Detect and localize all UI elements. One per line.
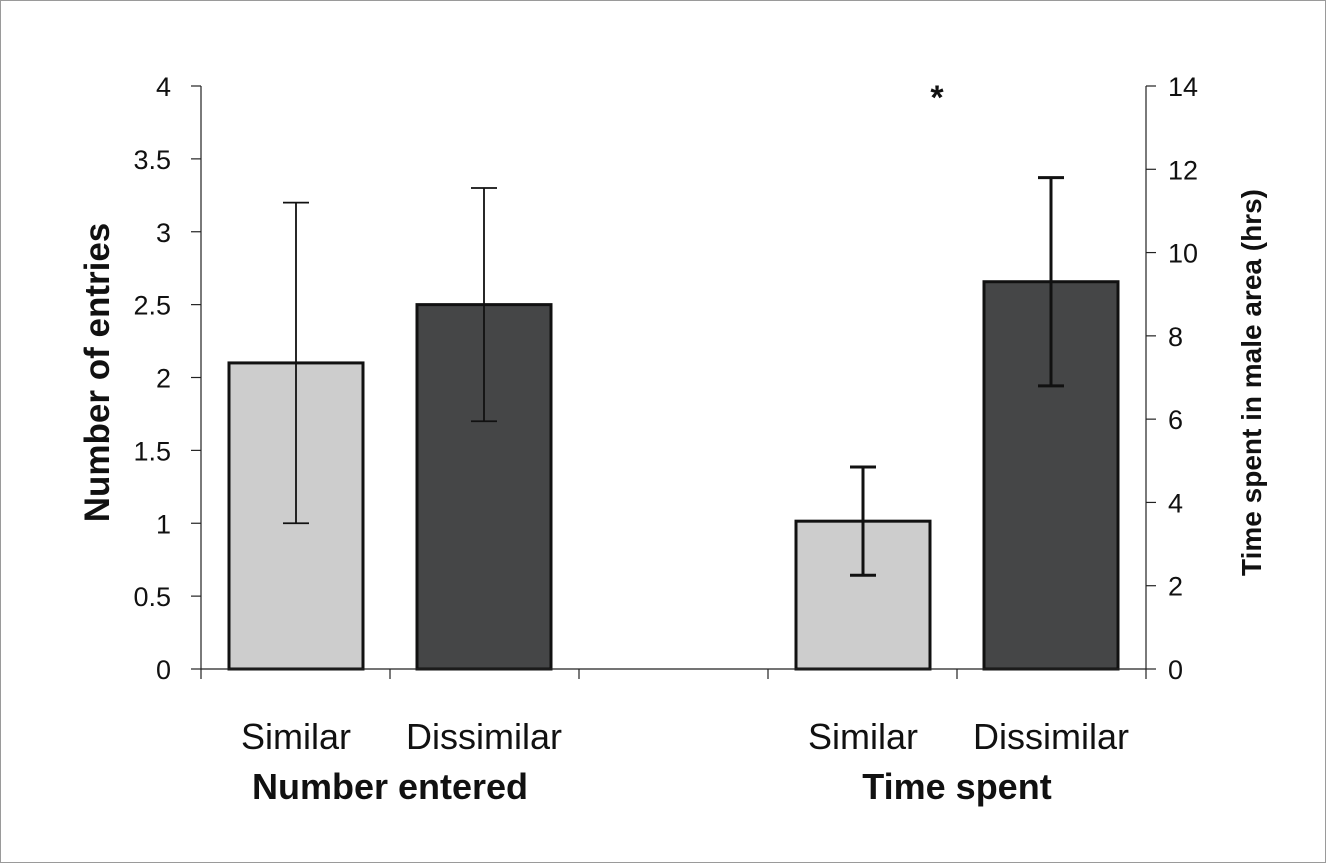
bars-layer	[227, 280, 1120, 671]
axes-layer	[191, 85, 1156, 679]
y-right-tick-label: 8	[1168, 322, 1183, 352]
y-right-tick-label: 14	[1168, 72, 1198, 102]
y-left-tick-label: 3	[156, 218, 171, 248]
y-axis-right-title: Time spent in male area (hrs)	[1236, 189, 1267, 576]
category-label: Dissimilar	[406, 716, 562, 757]
y-right-tick-label: 0	[1168, 655, 1183, 685]
y-left-tick-label: 0	[156, 655, 171, 685]
y-left-tick-label: 1	[156, 509, 171, 539]
category-label: Dissimilar	[973, 716, 1129, 757]
labels-layer: 0 0.5 1 1.5 2 2.5 3 3.5 4 0 2 4 6 8 10 12 14 Similar Dissi…	[78, 72, 1267, 807]
y-right-tick-label: 12	[1168, 155, 1198, 185]
significance-asterisk: *	[930, 79, 944, 117]
y-left-tick-label: 2	[156, 364, 171, 394]
y-right-tick-label: 6	[1168, 405, 1183, 435]
y-left-tick-label: 2.5	[133, 291, 171, 321]
category-label: Similar	[241, 716, 351, 757]
y-right-tick-label: 2	[1168, 572, 1183, 602]
y-right-tick-label: 4	[1168, 488, 1183, 518]
category-label: Similar	[808, 716, 918, 757]
y-left-tick-label: 4	[156, 72, 171, 102]
y-axis-left-title: Number of entries	[78, 223, 117, 523]
group-label: Time spent	[862, 766, 1051, 807]
y-left-tick-label: 3.5	[133, 145, 171, 175]
error-bars-layer	[283, 176, 1064, 577]
y-left-tick-label: 1.5	[133, 436, 171, 466]
y-left-tick-label: 0.5	[133, 582, 171, 612]
group-label: Number entered	[252, 766, 528, 807]
y-right-tick-label: 10	[1168, 239, 1198, 269]
